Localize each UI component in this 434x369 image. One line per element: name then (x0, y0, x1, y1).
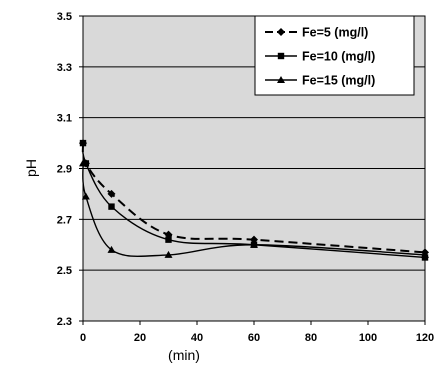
legend-label: Fe=15 (mg/l) (302, 74, 375, 88)
y-axis-title: pH (23, 159, 39, 177)
legend-label: Fe=10 (mg/l) (302, 50, 375, 64)
series (79, 159, 429, 258)
x-tick-labels: 0 20 40 60 80 100 120 (80, 332, 434, 344)
data-point (79, 159, 87, 167)
x-tick-label: 60 (248, 332, 260, 344)
legend-marker (277, 28, 285, 36)
y-tick-label: 3.5 (57, 11, 72, 23)
x-axis-title: (min) (168, 347, 200, 363)
x-tick-label: 120 (416, 332, 434, 344)
data-point (79, 139, 87, 147)
y-tick-label: 2.5 (57, 265, 72, 277)
data-point (107, 189, 116, 198)
y-tick-label: 2.3 (57, 316, 72, 328)
data-point (250, 240, 258, 248)
x-tick-label: 0 (80, 332, 86, 344)
data-point (82, 160, 90, 167)
legend-marker (277, 76, 285, 83)
data-point (108, 203, 115, 210)
y-tick-label: 2.7 (57, 214, 72, 226)
x-tick-label: 40 (191, 332, 203, 344)
data-point (81, 192, 90, 200)
legend: Fe=5 (mg/l) Fe=10 (mg/l) Fe=15 (mg/l) (254, 15, 415, 96)
legend-label: Fe=5 (mg/l) (302, 26, 368, 40)
y-tick-label: 2.9 (57, 164, 72, 176)
data-point (107, 245, 116, 253)
y-tick-label: 3.1 (57, 113, 72, 125)
data-point (165, 236, 172, 243)
y-tick-label: 3.3 (57, 62, 72, 74)
x-tick-label: 80 (305, 332, 317, 344)
data-point (421, 250, 429, 258)
x-tick-label: 100 (359, 332, 377, 344)
series-layer (79, 139, 429, 261)
data-point (164, 250, 173, 258)
y-tick-labels: 2.3 2.5 2.7 2.9 3.1 3.3 3.5 (57, 11, 72, 328)
legend-marker (277, 52, 285, 60)
x-tick-label: 20 (134, 332, 146, 344)
axes (79, 15, 426, 325)
